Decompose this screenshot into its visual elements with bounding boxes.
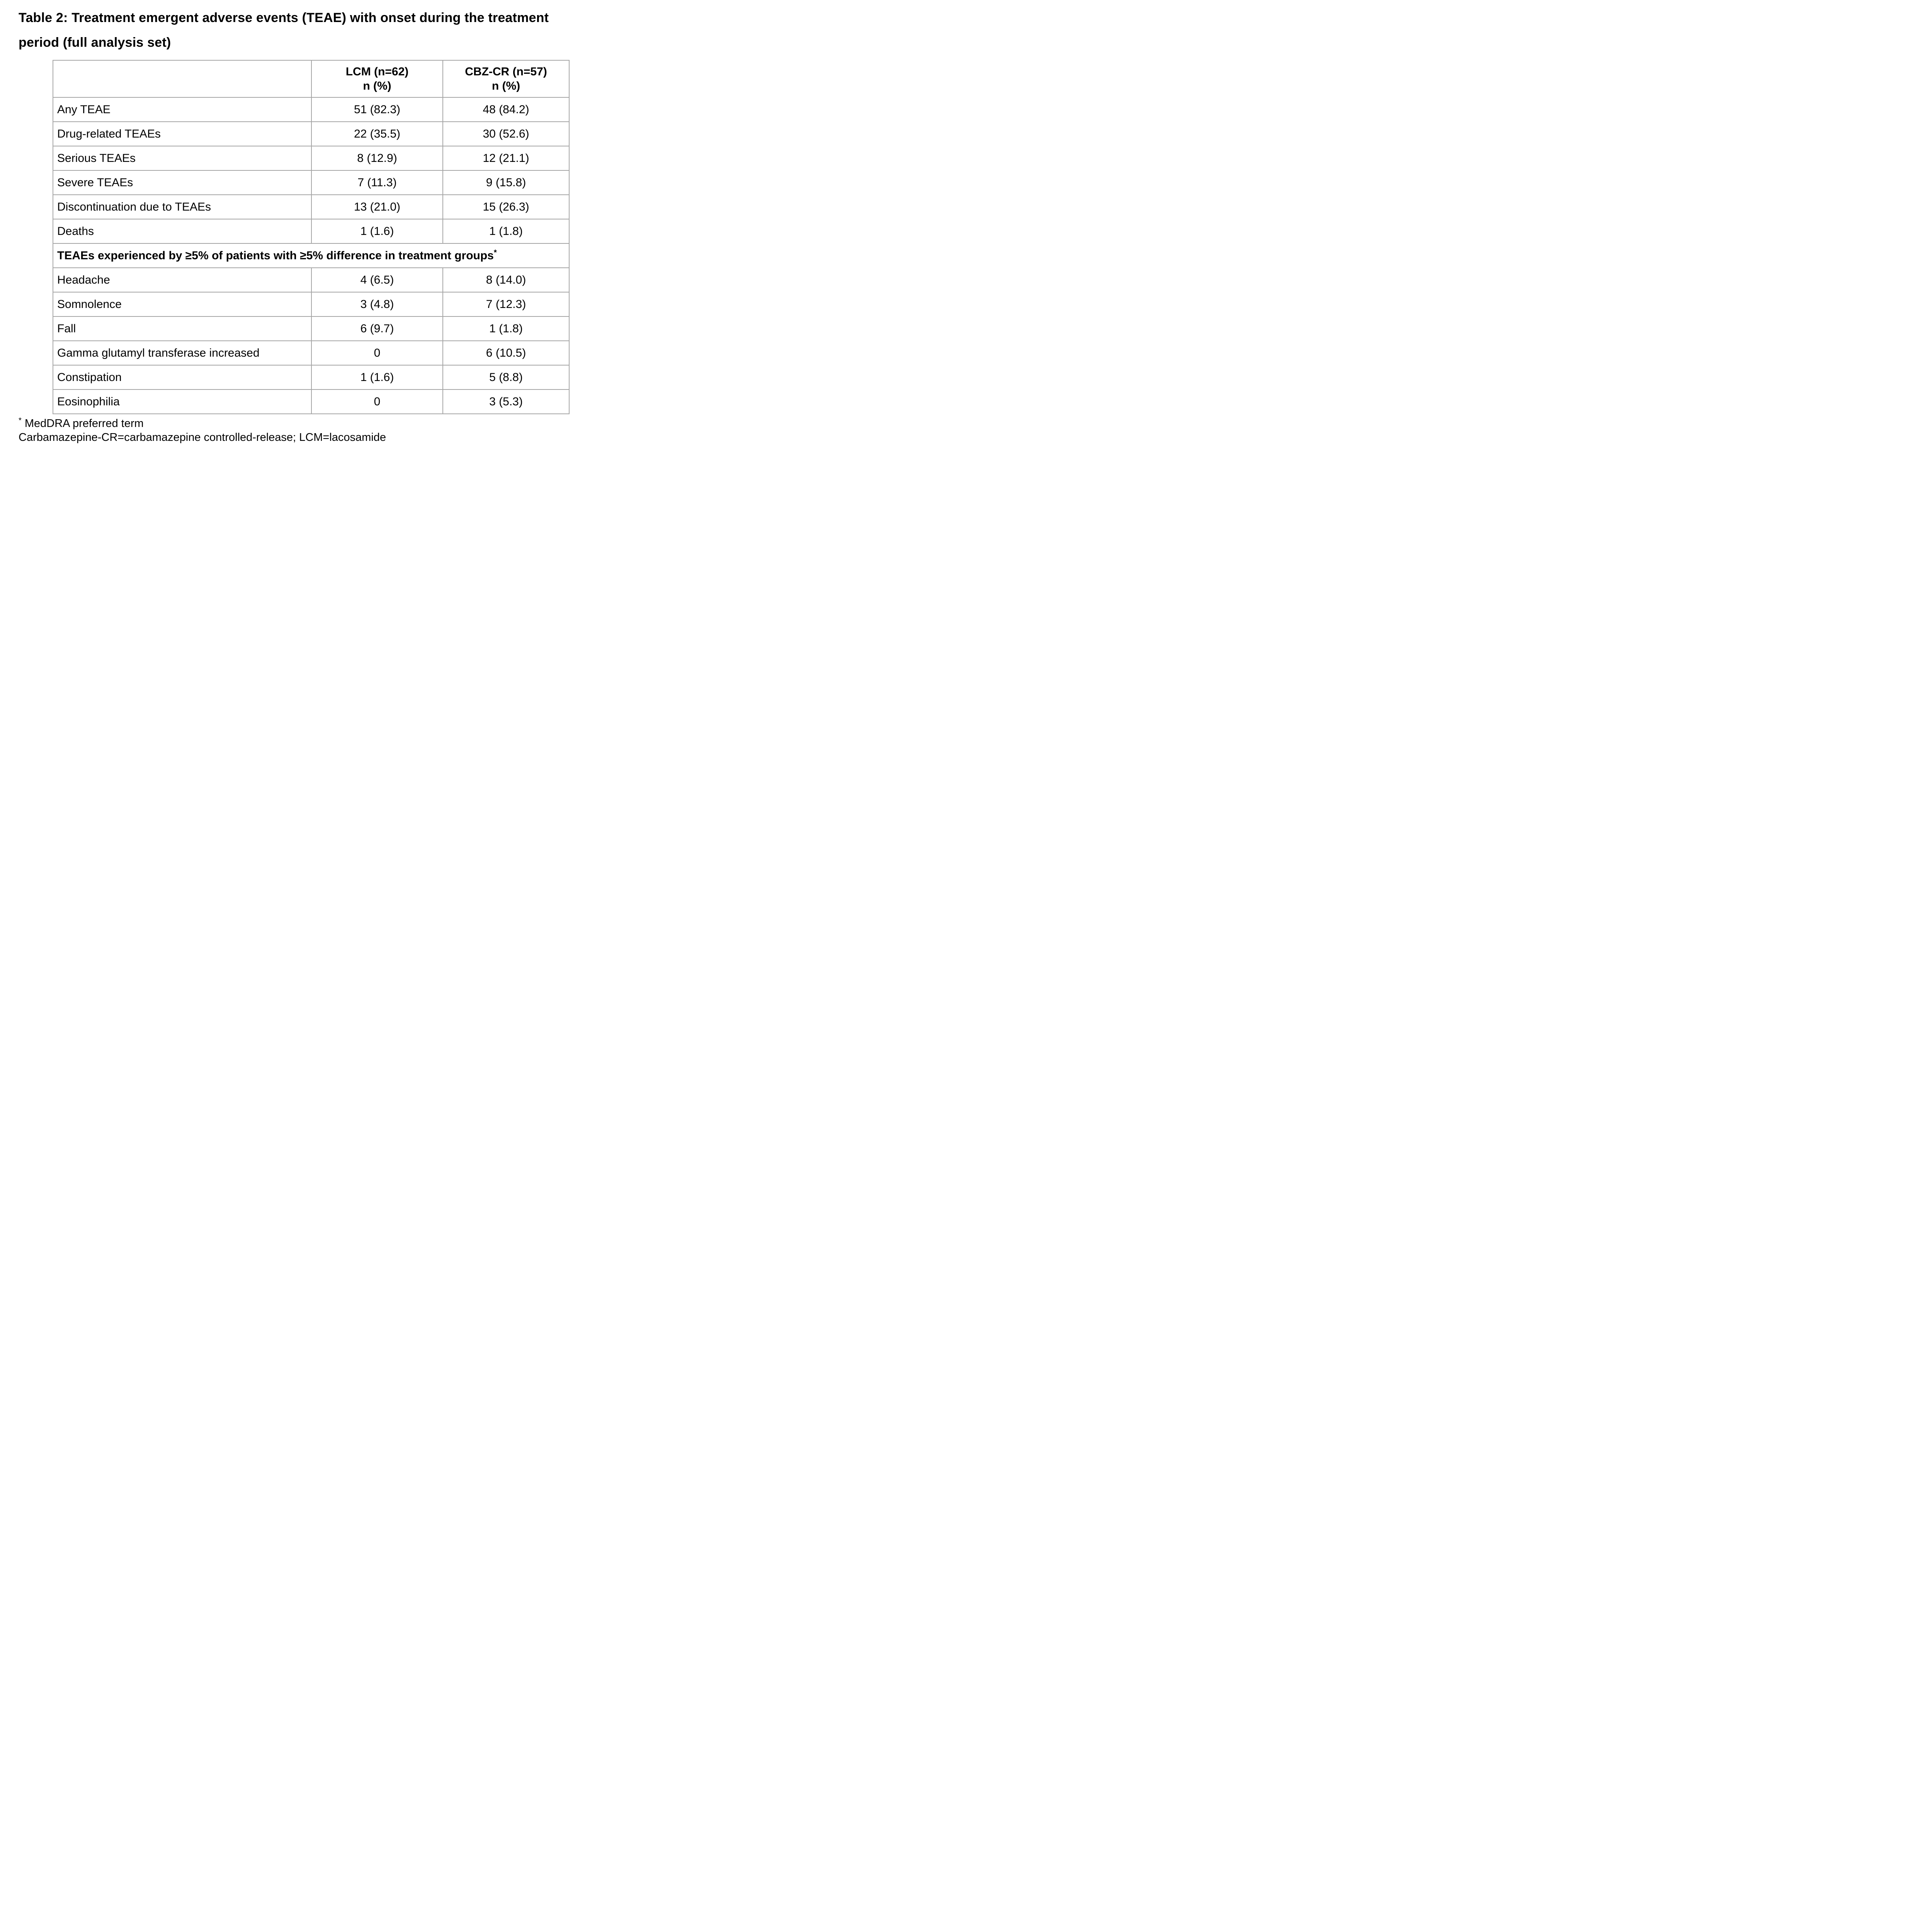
table-row: Any TEAE 51 (82.3) 48 (84.2)	[53, 97, 570, 122]
row-lcm-value: 0	[311, 340, 443, 366]
row-label: Severe TEAEs	[53, 170, 312, 195]
table-row: Somnolence 3 (4.8) 7 (12.3)	[53, 292, 570, 317]
section-header-row: TEAEs experienced by ≥5% of patients wit…	[53, 243, 570, 268]
row-lcm-value: 4 (6.5)	[311, 267, 443, 293]
row-lcm-value: 3 (4.8)	[311, 292, 443, 317]
row-label: Discontinuation due to TEAEs	[53, 194, 312, 219]
table-row: Fall 6 (9.7) 1 (1.8)	[53, 316, 570, 341]
header-lcm-line2: n (%)	[363, 80, 391, 92]
row-cbz-value: 7 (12.3)	[442, 292, 570, 317]
row-lcm-value: 13 (21.0)	[311, 194, 443, 219]
teae-table: LCM (n=62) n (%) CBZ-CR (n=57) n (%) Any…	[53, 60, 570, 414]
row-cbz-value: 5 (8.8)	[442, 365, 570, 390]
row-lcm-value: 8 (12.9)	[311, 146, 443, 171]
footnote-abbreviations: Carbamazepine-CR=carbamazepine controlle…	[19, 431, 386, 444]
row-cbz-value: 3 (5.3)	[442, 389, 570, 414]
footnote-meddra-text: MedDRA preferred term	[21, 417, 144, 430]
row-cbz-value: 1 (1.8)	[442, 316, 570, 341]
row-label: Gamma glutamyl transferase increased	[53, 340, 312, 366]
row-cbz-value: 6 (10.5)	[442, 340, 570, 366]
header-empty-cell	[53, 60, 312, 98]
table-row: Discontinuation due to TEAEs 13 (21.0) 1…	[53, 194, 570, 219]
row-label: Deaths	[53, 219, 312, 244]
row-lcm-value: 0	[311, 389, 443, 414]
header-cbz-line1: CBZ-CR (n=57)	[465, 65, 547, 78]
row-label: Fall	[53, 316, 312, 341]
row-label: Constipation	[53, 365, 312, 390]
header-row: LCM (n=62) n (%) CBZ-CR (n=57) n (%)	[53, 60, 570, 98]
row-cbz-value: 30 (52.6)	[442, 121, 570, 146]
row-label: Somnolence	[53, 292, 312, 317]
row-label: Eosinophilia	[53, 389, 312, 414]
row-label: Any TEAE	[53, 97, 312, 122]
table-row: Eosinophilia 0 3 (5.3)	[53, 389, 570, 414]
footnote-meddra: * MedDRA preferred term	[19, 417, 601, 430]
row-lcm-value: 1 (1.6)	[311, 365, 443, 390]
row-lcm-value: 51 (82.3)	[311, 97, 443, 122]
row-label: Drug-related TEAEs	[53, 121, 312, 146]
footnote-asterisk: *	[19, 416, 22, 425]
table-row: Severe TEAEs 7 (11.3) 9 (15.8)	[53, 170, 570, 195]
row-cbz-value: 15 (26.3)	[442, 194, 570, 219]
table-row: Deaths 1 (1.6) 1 (1.8)	[53, 219, 570, 244]
table-row: Gamma glutamyl transferase increased 0 6…	[53, 340, 570, 366]
row-lcm-value: 22 (35.5)	[311, 121, 443, 146]
row-cbz-value: 48 (84.2)	[442, 97, 570, 122]
table-row: Headache 4 (6.5) 8 (14.0)	[53, 267, 570, 293]
header-lcm-cell: LCM (n=62) n (%)	[311, 60, 443, 98]
document-page: Table 2: Treatment emergent adverse even…	[0, 0, 601, 456]
row-cbz-value: 8 (14.0)	[442, 267, 570, 293]
row-label: Serious TEAEs	[53, 146, 312, 171]
table-title-line1: Table 2: Treatment emergent adverse even…	[19, 10, 549, 25]
row-lcm-value: 1 (1.6)	[311, 219, 443, 244]
section-header-text: TEAEs experienced by ≥5% of patients wit…	[57, 249, 494, 262]
table-row: Constipation 1 (1.6) 5 (8.8)	[53, 365, 570, 390]
row-cbz-value: 9 (15.8)	[442, 170, 570, 195]
footnotes: * MedDRA preferred term Carbamazepine-CR…	[19, 417, 601, 444]
table-title: Table 2: Treatment emergent adverse even…	[19, 5, 594, 55]
row-lcm-value: 7 (11.3)	[311, 170, 443, 195]
section-header-asterisk: *	[493, 248, 497, 257]
header-cbz-line2: n (%)	[492, 80, 520, 92]
header-lcm-line1: LCM (n=62)	[345, 65, 409, 78]
row-lcm-value: 6 (9.7)	[311, 316, 443, 341]
table-title-line2: period (full analysis set)	[19, 35, 171, 50]
row-label: Headache	[53, 267, 312, 293]
table-row: Serious TEAEs 8 (12.9) 12 (21.1)	[53, 146, 570, 171]
header-cbz-cell: CBZ-CR (n=57) n (%)	[442, 60, 570, 98]
section-header-cell: TEAEs experienced by ≥5% of patients wit…	[53, 243, 570, 268]
table-row: Drug-related TEAEs 22 (35.5) 30 (52.6)	[53, 121, 570, 146]
row-cbz-value: 1 (1.8)	[442, 219, 570, 244]
row-cbz-value: 12 (21.1)	[442, 146, 570, 171]
